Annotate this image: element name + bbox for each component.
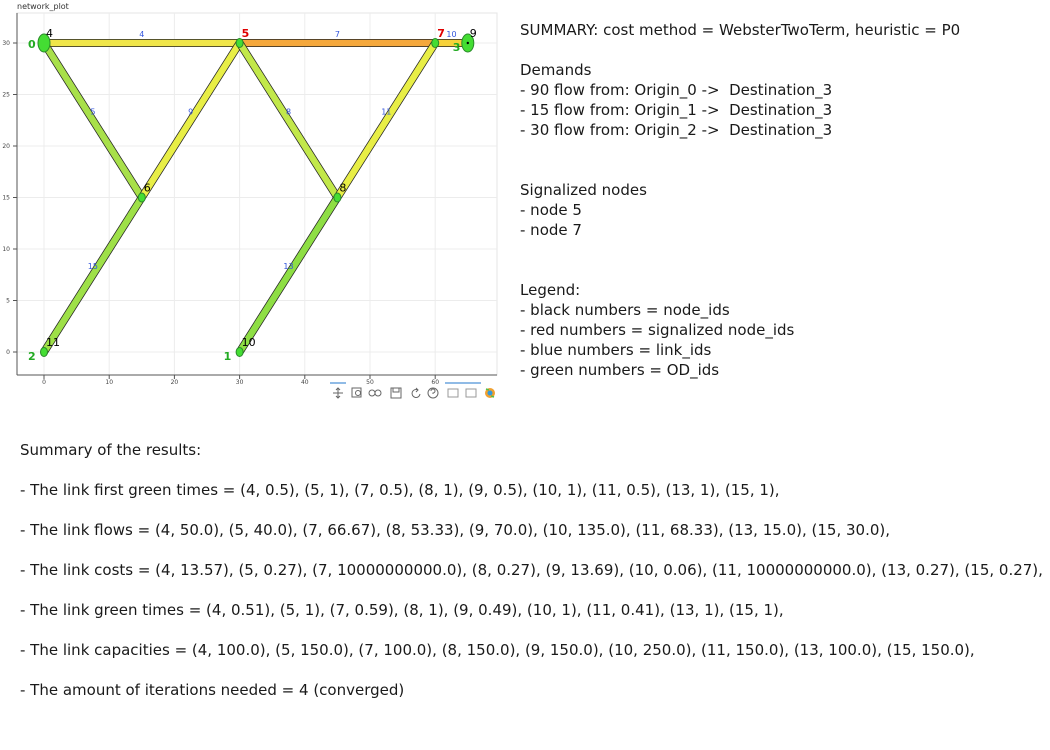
node-marker[interactable] — [431, 38, 440, 48]
reset-tool-icon[interactable] — [411, 387, 421, 398]
link-id-label: 9 — [188, 107, 193, 116]
signalized-title: Signalized nodes — [520, 181, 647, 199]
links-layer — [40, 39, 468, 355]
y-tick-label: 25 — [2, 92, 10, 99]
link-id-label: 11 — [381, 107, 391, 116]
legend-title: Legend: — [520, 281, 581, 299]
node-id-label: 6 — [144, 182, 151, 195]
y-tick-label: 0 — [6, 349, 10, 356]
x-tick-label: 0 — [42, 379, 46, 386]
signalized-node-line: - node 5 — [520, 201, 582, 219]
link-id-label: 7 — [335, 30, 340, 39]
box-zoom-tool-icon[interactable] — [351, 387, 362, 398]
x-tick-label: 50 — [366, 379, 374, 386]
result-line: - The link capacities = (4, 100.0), (5, … — [20, 641, 975, 659]
node-marker[interactable] — [37, 33, 51, 53]
node-marker[interactable] — [235, 347, 244, 357]
link-band[interactable] — [236, 41, 341, 200]
result-line: - The link first green times = (4, 0.5),… — [20, 481, 780, 499]
node-id-label: 11 — [46, 336, 60, 349]
legend-line: - blue numbers = link_ids — [520, 341, 712, 359]
od-id-label: 1 — [224, 350, 232, 363]
node-marker[interactable] — [235, 38, 244, 48]
nodes-layer — [37, 33, 475, 357]
link-id-label: 4 — [139, 30, 144, 39]
node-marker[interactable] — [137, 192, 146, 203]
y-tick-label: 5 — [6, 298, 10, 305]
od-id-label: 3 — [453, 41, 461, 54]
legend-line: - green numbers = OD_ids — [520, 361, 720, 379]
od-id-label: 0 — [28, 38, 36, 51]
demand-line: - 30 flow from: Origin_2 -> Destination_… — [520, 121, 833, 139]
y-tick-label: 20 — [2, 143, 10, 150]
legend-line: - red numbers = signalized node_ids — [520, 321, 795, 339]
node-id-label: 8 — [339, 182, 346, 195]
link-id-label: 8 — [286, 107, 291, 116]
link-band[interactable] — [334, 41, 438, 200]
node-id-label: 4 — [46, 27, 53, 40]
grid-lines — [17, 13, 497, 375]
result-line: - The amount of iterations needed = 4 (c… — [20, 681, 405, 699]
plot-toolbar — [330, 382, 495, 399]
link-id-label: 5 — [90, 107, 95, 116]
x-tick-label: 30 — [236, 379, 244, 386]
link-band[interactable] — [236, 195, 341, 354]
plot-title: network_plot — [17, 2, 69, 11]
link-id-label: 13 — [283, 262, 293, 271]
link-id-label: 10 — [446, 30, 456, 39]
link-band[interactable] — [139, 41, 243, 200]
link-band[interactable] — [41, 195, 145, 354]
hover-tool-icon[interactable] — [447, 388, 459, 398]
x-tick-label: 20 — [171, 379, 179, 386]
tap-tool-icon[interactable] — [465, 388, 477, 398]
legend-line: - black numbers = node_ids — [520, 301, 730, 319]
node-marker[interactable] — [333, 192, 342, 203]
node-id-label: 9 — [470, 27, 477, 40]
results-panel: Summary of the results: - The link first… — [20, 440, 1043, 700]
bokeh-logo-icon[interactable] — [485, 388, 495, 398]
y-tick-label: 10 — [2, 246, 10, 253]
demand-line: - 90 flow from: Origin_0 -> Destination_… — [520, 81, 833, 99]
node-id-label: 10 — [242, 336, 256, 349]
od-id-label: 2 — [28, 350, 36, 363]
results-title: Summary of the results: — [20, 441, 202, 459]
wheel-zoom-tool-icon[interactable] — [368, 389, 382, 397]
x-tick-label: 10 — [105, 379, 113, 386]
result-line: - The link flows = (4, 50.0), (5, 40.0),… — [20, 521, 890, 539]
signalized-node-line: - node 7 — [520, 221, 582, 239]
link-band[interactable] — [41, 41, 145, 200]
summary-panel: SUMMARY: cost method = WebsterTwoTerm, h… — [520, 20, 960, 380]
demands-title: Demands — [520, 61, 592, 79]
help-tool-icon[interactable] — [427, 387, 439, 399]
summary-header: SUMMARY: cost method = WebsterTwoTerm, h… — [520, 21, 961, 39]
node-center-dot — [466, 41, 469, 45]
node-id-label: 7 — [437, 27, 445, 40]
link-id-label: 15 — [88, 262, 98, 271]
node-marker[interactable] — [40, 347, 48, 357]
y-tick-label: 30 — [2, 40, 10, 47]
node-id-label: 5 — [242, 27, 250, 40]
y-tick-label: 15 — [2, 195, 10, 202]
save-tool-icon[interactable] — [390, 387, 402, 399]
x-tick-label: 40 — [301, 379, 309, 386]
result-line: - The link green times = (4, 0.51), (5, … — [20, 601, 784, 619]
result-line: - The link costs = (4, 13.57), (5, 0.27)… — [20, 561, 1043, 579]
x-tick-label: 60 — [431, 379, 439, 386]
demand-line: - 15 flow from: Origin_1 -> Destination_… — [520, 101, 833, 119]
pan-tool-icon[interactable] — [333, 387, 343, 399]
